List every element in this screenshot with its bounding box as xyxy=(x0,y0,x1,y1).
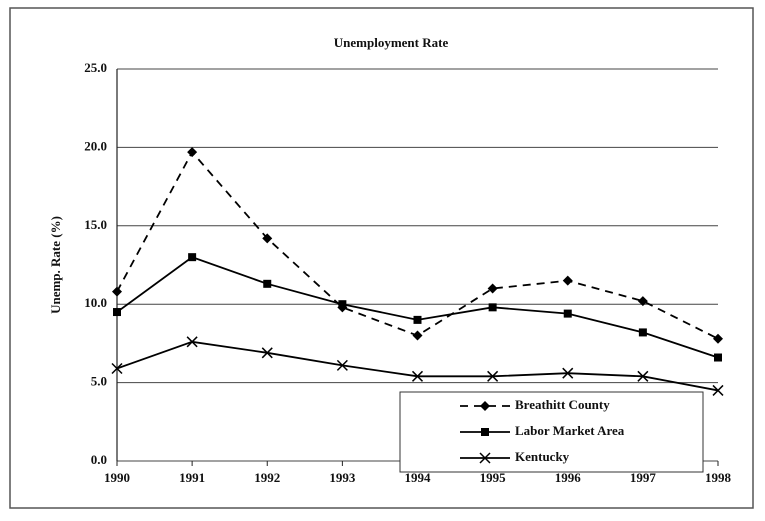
marker xyxy=(638,328,647,337)
marker xyxy=(713,333,723,344)
marker xyxy=(487,370,499,382)
marker xyxy=(336,359,348,371)
marker xyxy=(411,370,424,382)
marker xyxy=(480,401,490,411)
marker xyxy=(562,275,573,286)
x-tick-label: 1993 xyxy=(329,470,356,485)
marker xyxy=(261,347,273,359)
marker xyxy=(186,336,198,348)
marker xyxy=(714,353,722,362)
marker xyxy=(481,428,489,436)
x-tick-label: 1997 xyxy=(630,470,657,485)
marker xyxy=(563,309,572,318)
y-axis-label: Unemp. Rate (%) xyxy=(48,216,63,314)
marker xyxy=(187,147,198,158)
legend-label: Breathitt County xyxy=(515,397,610,412)
y-tick-label: 10.0 xyxy=(84,295,107,310)
legend-box xyxy=(399,391,704,473)
marker xyxy=(111,362,123,375)
marker xyxy=(712,384,724,396)
marker xyxy=(188,253,197,262)
y-tick-label: 20.0 xyxy=(84,138,107,153)
marker xyxy=(338,300,347,309)
x-tick-label: 1996 xyxy=(555,470,582,485)
chart-title: Unemployment Rate xyxy=(334,35,449,50)
y-tick-label: 0.0 xyxy=(91,452,107,467)
marker xyxy=(479,452,491,464)
marker xyxy=(488,303,497,312)
marker xyxy=(487,283,498,294)
marker xyxy=(262,233,273,244)
marker xyxy=(263,279,272,288)
y-tick-label: 25.0 xyxy=(84,60,107,75)
marker xyxy=(113,308,121,317)
marker xyxy=(412,330,423,341)
x-tick-label: 1991 xyxy=(179,470,205,485)
marker xyxy=(112,286,122,297)
marker xyxy=(637,296,648,307)
legend-label: Labor Market Area xyxy=(515,423,625,438)
x-tick-label: 1994 xyxy=(405,470,432,485)
x-tick-label: 1992 xyxy=(254,470,280,485)
y-tick-label: 5.0 xyxy=(91,374,107,389)
y-tick-label: 15.0 xyxy=(84,217,107,232)
marker xyxy=(562,367,574,379)
marker xyxy=(637,370,649,382)
x-tick-label: 1990 xyxy=(104,470,130,485)
legend-label: Kentucky xyxy=(515,449,570,464)
x-tick-label: 1998 xyxy=(705,470,732,485)
x-tick-label: 1995 xyxy=(480,470,507,485)
marker xyxy=(413,315,422,324)
